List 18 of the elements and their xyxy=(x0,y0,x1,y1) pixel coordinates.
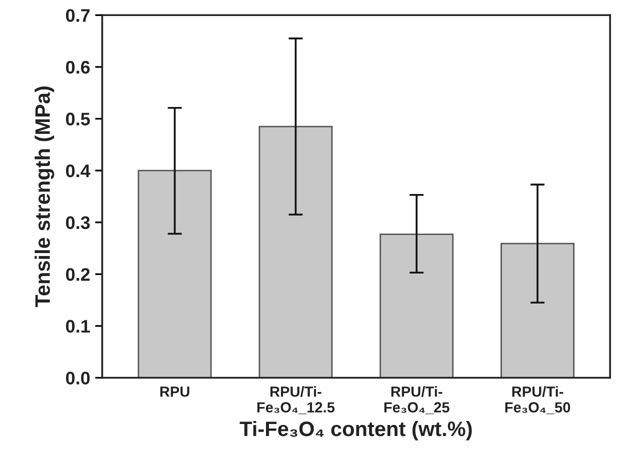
y-tick-label: 0.5 xyxy=(66,112,90,126)
y-tick-label: 0.6 xyxy=(66,60,90,74)
bar xyxy=(258,126,333,378)
x-tick-label: RPU/Ti- Fe₃O₄_25 xyxy=(384,386,450,414)
y-tick-label: 0.4 xyxy=(66,164,90,178)
y-tick-label: 0.2 xyxy=(66,268,90,281)
x-tick-label: RPU/Ti- Fe₃O₄_50 xyxy=(505,386,570,414)
bar xyxy=(380,234,454,378)
x-axis-title: Ti-Fe₃O₄ content (wt.%) xyxy=(240,420,472,440)
x-tick-label: RPU xyxy=(160,386,190,397)
bar xyxy=(138,170,212,378)
y-tick-label: 0.1 xyxy=(66,320,90,333)
y-tick-label: 0.0 xyxy=(66,372,90,384)
y-tick-label: 0.3 xyxy=(66,216,90,230)
y-axis-title: Tensile strength (MPa) xyxy=(34,86,54,308)
bar xyxy=(500,242,574,378)
x-tick-label: RPU/Ti- Fe₃O₄_12.5 xyxy=(257,386,335,414)
y-tick-label: 0.7 xyxy=(66,9,90,22)
